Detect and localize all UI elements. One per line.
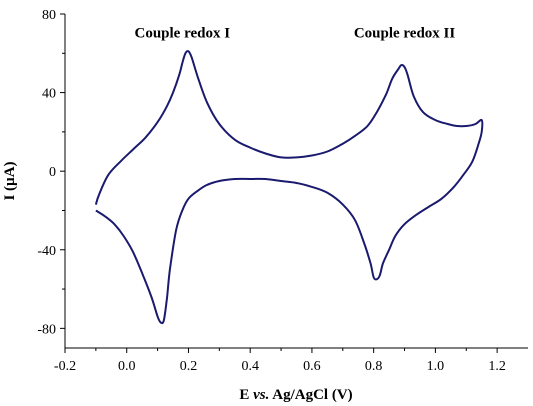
x-tick-label: 1.0 — [427, 359, 445, 374]
annotation-label: Couple redox II — [354, 26, 456, 42]
x-tick-label: 0.2 — [180, 359, 198, 374]
y-tick-label: -40 — [37, 244, 56, 259]
cv-curve — [94, 50, 484, 325]
y-ticks: -80 -40 0 40 80 — [37, 8, 65, 337]
x-tick-label: 0.6 — [303, 359, 321, 374]
x-tick-label: 0.4 — [241, 359, 259, 374]
y-tick-label: 0 — [49, 165, 56, 180]
annotations: Couple redox I Couple redox II — [135, 26, 456, 42]
y-tick-label: 40 — [42, 87, 56, 102]
x-tick-label: 1.2 — [488, 359, 506, 374]
x-tick-label: 0.0 — [118, 359, 136, 374]
y-axis-title: I (µA) — [2, 161, 18, 200]
x-ticks: -0.2 0.0 0.2 0.4 0.6 0.8 1.0 1.2 — [54, 348, 506, 374]
y-tick-label: -80 — [37, 322, 56, 337]
y-tick-label: 80 — [42, 8, 56, 23]
axes — [64, 14, 528, 349]
annotation-label: Couple redox I — [135, 26, 231, 42]
x-axis-title: E vs. Ag/AgCl (V) — [239, 387, 352, 403]
x-tick-label: 0.8 — [365, 359, 383, 374]
x-tick-label: -0.2 — [54, 359, 76, 374]
